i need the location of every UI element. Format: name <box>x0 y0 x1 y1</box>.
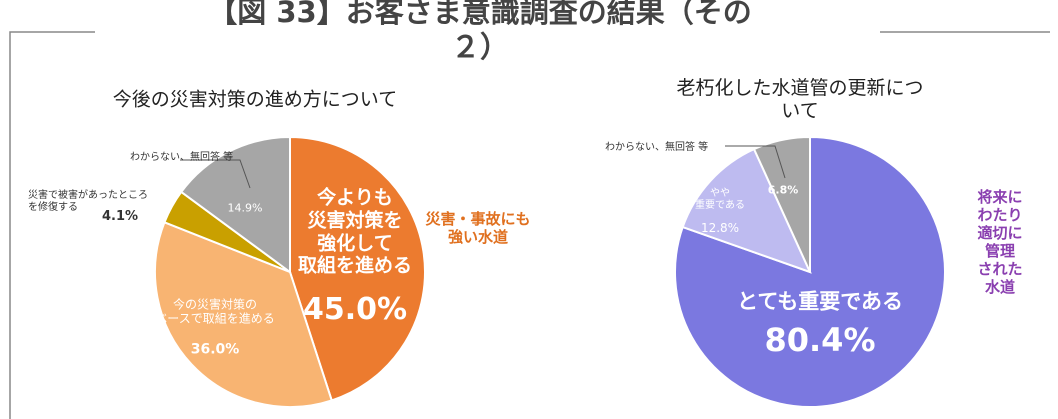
annotation: 災害・事故にも 強い水道 <box>425 210 531 246</box>
value-label: 6.8% <box>767 183 799 197</box>
value-label: 12.8% <box>700 220 740 235</box>
slice-label: わからない、無回答 等 <box>605 142 709 153</box>
annotation: 将来にわたり 適切に管理 された水道 <box>977 188 1023 296</box>
chart-title: 今後の災害対策の進め方について <box>112 88 398 111</box>
slice-label: 今の災害対策の ベースで取組を進める <box>155 297 275 326</box>
frame <box>9 31 95 419</box>
value-label: 80.4% <box>764 320 876 359</box>
figure-title: 【図 33】お客さま意識調査の結果（その２） <box>208 0 752 64</box>
value-label: 14.9% <box>227 201 263 215</box>
pie-slice <box>681 147 812 274</box>
slice-label: わからない、無回答 等 <box>130 152 234 163</box>
pie-slice <box>179 135 291 274</box>
value-label: 45.0% <box>302 292 408 327</box>
leader-line <box>180 159 251 189</box>
value-label: 4.1% <box>101 209 139 225</box>
slice-label: とても重要である <box>736 289 904 314</box>
pie-slice <box>752 135 811 273</box>
pie-slice <box>289 135 426 402</box>
chart-title: 老朽化した水道管の更新について <box>676 77 924 122</box>
slice-label: 今よりも 災害対策を 強化して 取組を進める <box>297 186 413 277</box>
pie-slice <box>154 221 333 408</box>
value-label: 36.0% <box>190 341 240 358</box>
slice-label: やや 重要である <box>695 188 745 211</box>
slice-label: 災害で被害があったところ を修復する <box>28 190 148 213</box>
leader-line <box>725 145 786 179</box>
